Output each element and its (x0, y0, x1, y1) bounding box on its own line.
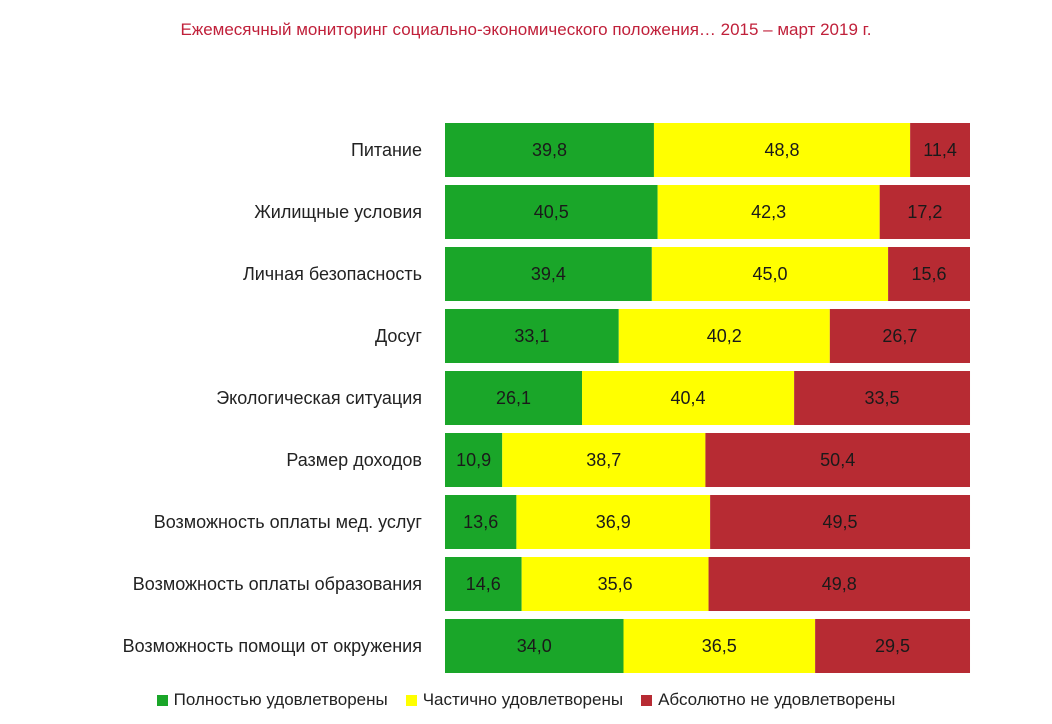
bar-segment-full (445, 619, 624, 673)
data-label-full: 34,0 (517, 636, 552, 656)
bar-segment-partial (502, 433, 706, 487)
category-label: Возможность оплаты образования (133, 574, 422, 594)
bar-segment-partial (657, 185, 880, 239)
bar-segment-full (445, 557, 522, 611)
bar-segment-partial (653, 123, 911, 177)
bar-segment-none (879, 185, 970, 239)
data-label-partial: 40,2 (707, 326, 742, 346)
data-label-partial: 48,8 (765, 140, 800, 160)
data-label-full: 33,1 (514, 326, 549, 346)
legend-label-partial: Частично удовлетворены (422, 690, 624, 709)
data-label-full: 14,6 (466, 574, 501, 594)
bar-segment-full (445, 247, 652, 301)
bar-segment-partial (521, 557, 709, 611)
bar-segment-full (445, 185, 658, 239)
bar-segment-none (829, 309, 970, 363)
category-label: Питание (351, 140, 422, 160)
data-label-none: 50,4 (820, 450, 855, 470)
category-label: Возможность помощи от окружения (123, 636, 422, 656)
data-label-full: 39,4 (531, 264, 566, 284)
data-label-none: 49,8 (822, 574, 857, 594)
stacked-bar-chart: Питание 39,8 48,8 11,4 Жилищные условия 40,5 4… (123, 123, 971, 673)
legend-label-none: Абсолютно не удовлетворены (658, 690, 896, 709)
data-label-partial: 45,0 (752, 264, 787, 284)
legend-item-none: Абсолютно не удовлетворены (641, 690, 895, 710)
legend-label-full: Полностью удовлетворены (173, 690, 388, 709)
category-label: Экологическая ситуация (216, 388, 422, 408)
bar-segment-full (445, 309, 619, 363)
data-label-partial: 36,9 (596, 512, 631, 532)
bar-segment-full (445, 433, 503, 487)
legend: Полностью удовлетворены Частично удовлет… (0, 690, 1052, 710)
bar-segment-full (445, 123, 654, 177)
data-label-none: 49,5 (823, 512, 858, 532)
bar-segment-partial (623, 619, 816, 673)
data-label-full: 26,1 (496, 388, 531, 408)
bar-segment-full (445, 495, 517, 549)
legend-swatch-none (641, 694, 653, 706)
bar-segment-partial (651, 247, 889, 301)
bar-segment-partial (618, 309, 830, 363)
data-label-full: 13,6 (463, 512, 498, 532)
bar-segment-partial (516, 495, 711, 549)
data-label-partial: 35,6 (598, 574, 633, 594)
bar-segment-none (705, 433, 970, 487)
bar-segment-none (910, 123, 970, 177)
legend-swatch-full (156, 694, 168, 706)
category-label: Досуг (375, 326, 422, 346)
legend-item-full: Полностью удовлетворены (156, 690, 388, 710)
data-label-partial: 40,4 (671, 388, 706, 408)
chart-title: Ежемесячный мониторинг социально-экономи… (180, 20, 872, 39)
data-label-none: 11,4 (923, 140, 957, 160)
data-label-full: 39,8 (532, 140, 567, 160)
category-label: Жилищные условия (254, 202, 422, 222)
data-label-none: 26,7 (882, 326, 917, 346)
data-label-none: 33,5 (865, 388, 900, 408)
bar-segment-none (708, 557, 970, 611)
data-label-partial: 36,5 (702, 636, 737, 656)
data-label-partial: 42,3 (751, 202, 786, 222)
bar-segment-none (710, 495, 971, 549)
data-label-full: 40,5 (534, 202, 569, 222)
data-label-none: 29,5 (875, 636, 910, 656)
data-label-partial: 38,7 (586, 450, 621, 470)
bar-segment-full (445, 371, 583, 425)
category-label: Размер доходов (286, 450, 422, 470)
bar-segment-none (815, 619, 971, 673)
bar-segment-partial (582, 371, 795, 425)
data-label-full: 10,9 (456, 450, 491, 470)
category-label: Личная безопасность (243, 264, 422, 284)
category-label: Возможность оплаты мед. услуг (154, 512, 423, 532)
bar-segment-none (794, 371, 971, 425)
bar-segment-none (888, 247, 970, 301)
data-label-none: 15,6 (912, 264, 947, 284)
legend-swatch-partial (405, 694, 417, 706)
legend-item-partial: Частично удовлетворены (405, 690, 624, 710)
data-label-none: 17,2 (907, 202, 942, 222)
